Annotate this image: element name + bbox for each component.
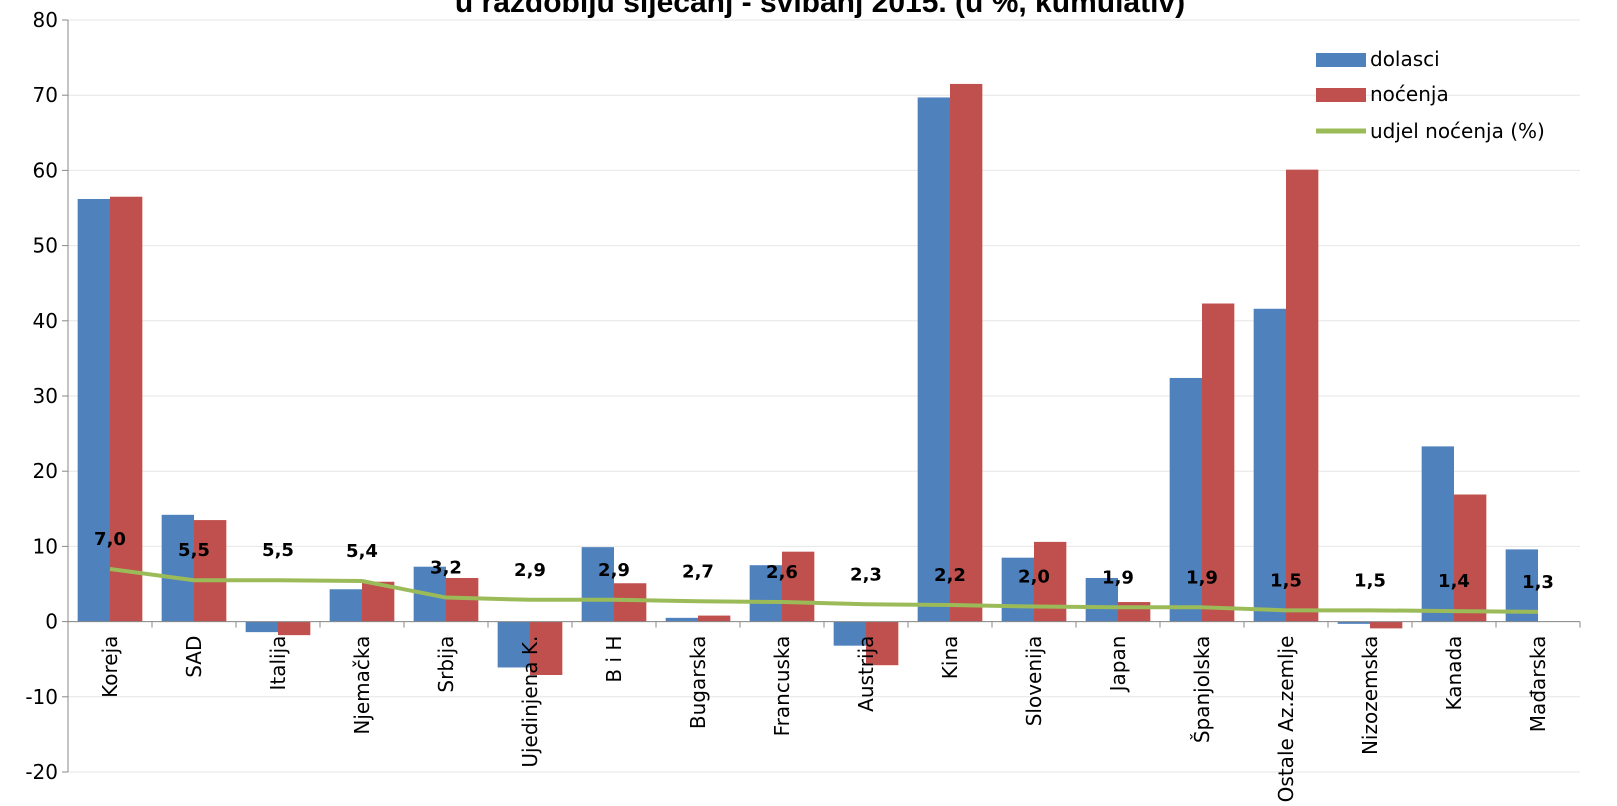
bar-dolasci <box>1253 308 1286 622</box>
bar-dolasci <box>1337 621 1370 624</box>
data-label: 1,4 <box>1438 571 1470 592</box>
bar-nocenja <box>866 621 899 666</box>
x-tick-label: Austrija <box>854 636 878 712</box>
bar-nocenja <box>110 196 143 622</box>
x-tick-label: Nizozemska <box>1358 636 1382 755</box>
y-tick-label: 20 <box>33 459 58 483</box>
line-udjel-nocenja <box>109 566 1539 614</box>
x-tick-label: Španjolska <box>1190 636 1214 744</box>
data-labels: 7,0 5,5 5,5 5,4 3,2 2,9 2,9 2,7 2,6 2,3 2,2 2,0 1,9 1… <box>94 529 1554 593</box>
x-tick-label: Italija <box>266 636 290 691</box>
data-label: 1,3 <box>1522 572 1554 593</box>
y-tick-label: 70 <box>33 83 58 107</box>
bar-nocenja <box>362 581 395 622</box>
legend-label-dolasci: dolasci <box>1370 47 1440 71</box>
y-tick-label: 10 <box>33 534 58 558</box>
x-tick-label: Japan <box>1106 636 1130 694</box>
data-label: 1,5 <box>1354 570 1386 591</box>
x-tick-label: Francuska <box>770 636 794 737</box>
legend-label-nocenja: noćenja <box>1370 82 1449 106</box>
bar-nocenja <box>950 83 983 622</box>
bar-dolasci <box>77 198 110 622</box>
bar-nocenja <box>1454 494 1487 622</box>
y-tick-label: 50 <box>33 234 58 258</box>
bar-dolasci <box>497 621 530 668</box>
x-axis-ticks: Koreja SAD Italija Njemačka Srbija Ujedinjena… <box>98 636 1550 803</box>
legend-swatch-nocenja <box>1316 88 1366 102</box>
x-tick-label: Srbija <box>434 636 458 693</box>
data-label: 7,0 <box>94 529 126 550</box>
x-tick-label: Kina <box>938 636 962 680</box>
x-tick-label: Koreja <box>98 636 122 698</box>
x-tick-label: Njemačka <box>350 636 374 735</box>
data-label: 2,9 <box>514 560 546 581</box>
y-tick-label: -10 <box>25 685 58 709</box>
data-label: 1,9 <box>1102 567 1134 588</box>
bar-dolasci <box>917 97 950 622</box>
data-label: 2,6 <box>766 562 798 583</box>
data-label: 2,2 <box>934 565 966 586</box>
data-label: 5,5 <box>178 540 210 561</box>
x-tick-label: Bugarska <box>686 636 710 729</box>
x-tick-label: SAD <box>182 636 206 678</box>
y-tick-label: 0 <box>45 610 58 634</box>
data-label: 5,4 <box>346 541 378 562</box>
y-axis-ticks: -20 -10 0 10 20 30 40 50 60 70 80 <box>25 8 68 784</box>
bar-nocenja <box>782 551 815 622</box>
bar-dolasci <box>581 547 614 622</box>
share-line <box>109 566 1539 614</box>
bar-dolasci <box>1085 577 1118 622</box>
bar-nocenja <box>1286 169 1319 622</box>
x-tick-label: B i H <box>602 636 626 683</box>
x-tick-label: Mađarska <box>1526 636 1550 733</box>
x-tick-label: Slovenija <box>1022 636 1046 727</box>
bar-nocenja <box>698 615 731 622</box>
y-tick-label: 30 <box>33 384 58 408</box>
x-tick-label: Ujedinjena K. <box>518 636 542 768</box>
bar-dolasci <box>161 514 194 622</box>
legend: dolasci noćenja udjel noćenja (%) <box>1316 47 1545 143</box>
y-tick-label: 40 <box>33 309 58 333</box>
data-label: 2,3 <box>850 564 882 585</box>
bar-nocenja <box>1118 602 1151 622</box>
data-label: 1,9 <box>1186 567 1218 588</box>
bar-nocenja <box>614 583 647 622</box>
legend-swatch-dolasci <box>1316 53 1366 67</box>
x-tick-label: Ostale Az.zemlje <box>1274 636 1298 803</box>
bar-nocenja <box>1370 621 1403 629</box>
legend-label-udjel: udjel noćenja (%) <box>1370 119 1545 143</box>
bar-dolasci <box>665 617 698 622</box>
bar-dolasci <box>1169 377 1202 622</box>
y-tick-label: 60 <box>33 158 58 182</box>
bar-nocenja <box>278 621 311 636</box>
y-tick-label: -20 <box>25 760 58 784</box>
bar-dolasci <box>1001 557 1034 622</box>
data-label: 2,0 <box>1018 567 1050 588</box>
bar-nocenja <box>194 520 227 622</box>
bar-dolasci <box>329 589 362 622</box>
bar-dolasci <box>1505 549 1538 622</box>
bar-nocenja <box>530 621 563 675</box>
data-label: 2,7 <box>682 561 714 582</box>
bars <box>77 83 1538 675</box>
bar-dolasci <box>833 621 866 646</box>
data-label: 5,5 <box>262 540 294 561</box>
bar-dolasci <box>1421 446 1454 622</box>
chart-title: u razdoblju siječanj - svibanj 2015. (u … <box>455 0 1185 19</box>
bar-nocenja <box>1202 303 1235 622</box>
bar-dolasci <box>749 565 782 622</box>
data-label: 1,5 <box>1270 570 1302 591</box>
bar-dolasci <box>245 621 278 633</box>
y-tick-label: 80 <box>33 8 58 32</box>
x-tick-label: Kanada <box>1442 636 1466 711</box>
data-label: 3,2 <box>430 558 462 579</box>
data-label: 2,9 <box>598 560 630 581</box>
